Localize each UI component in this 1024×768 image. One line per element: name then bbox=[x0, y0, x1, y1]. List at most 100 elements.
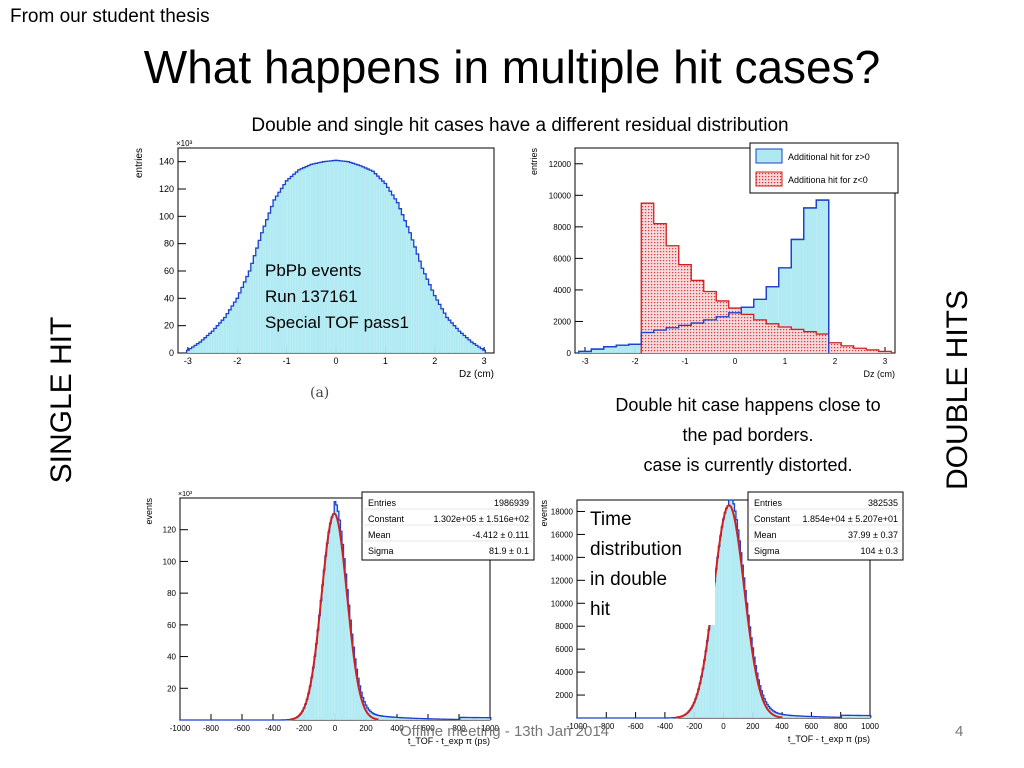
histogram-bar bbox=[816, 200, 829, 353]
histogram-bar bbox=[776, 713, 779, 718]
histogram-bar bbox=[191, 346, 195, 353]
histogram-bar bbox=[467, 717, 470, 720]
histogram-bar bbox=[716, 557, 719, 718]
histogram-bar bbox=[383, 716, 386, 720]
histogram-bar bbox=[194, 345, 197, 353]
histogram-bar bbox=[369, 170, 372, 353]
histogram-bar bbox=[348, 605, 350, 720]
histogram-bar bbox=[480, 348, 483, 353]
histogram-bar bbox=[406, 226, 409, 353]
histogram-bar bbox=[371, 171, 375, 353]
y-tick-label: 4000 bbox=[555, 668, 573, 677]
x-tick-label: 600 bbox=[805, 722, 819, 731]
x-axis-label: Dz (cm) bbox=[459, 369, 494, 380]
histogram-bar bbox=[766, 704, 769, 718]
x-tick-label: -3 bbox=[581, 357, 589, 366]
histogram-bar bbox=[421, 268, 424, 353]
histogram-bar bbox=[482, 350, 486, 353]
histogram-bar bbox=[417, 718, 420, 720]
histogram-bar bbox=[853, 348, 867, 353]
histogram-bar bbox=[705, 650, 707, 718]
histogram-bar bbox=[405, 717, 408, 720]
single-hit-label: SINGLE HIT bbox=[37, 300, 87, 500]
histogram-bar bbox=[364, 167, 367, 353]
x-tick-label: 0 bbox=[333, 356, 338, 366]
x-tick-label: -400 bbox=[265, 724, 282, 733]
y-tick-label: 2000 bbox=[553, 317, 571, 326]
page-number: 4 bbox=[955, 723, 964, 740]
histogram-bar bbox=[380, 715, 383, 720]
histogram-bar bbox=[300, 713, 302, 720]
double-hit-time-chart: -1000 -800 -600 -400 -200 0 200 400 600 800 1000 20… bbox=[539, 491, 904, 744]
y-tick-label: 4000 bbox=[553, 286, 571, 295]
histogram-bar bbox=[800, 716, 802, 718]
histogram-bar bbox=[306, 699, 308, 720]
histogram-bar bbox=[223, 317, 227, 353]
legend-swatch-z-pos bbox=[755, 148, 783, 164]
histogram-bar bbox=[208, 333, 212, 353]
stats-value: 1986939 bbox=[494, 498, 529, 508]
single-hit-time-chart: -1000 -800 -600 -400 -200 0 200 400 600 800 1000 20… bbox=[144, 491, 535, 746]
histogram-bar bbox=[403, 220, 407, 353]
y-axis-label: entries bbox=[134, 148, 145, 178]
histogram-bar bbox=[253, 255, 256, 353]
histogram-bar bbox=[465, 717, 468, 720]
x-tick-label: -3 bbox=[184, 356, 192, 366]
histogram-bar bbox=[712, 593, 714, 718]
histogram-bar bbox=[812, 716, 814, 718]
histogram-bar bbox=[292, 174, 296, 353]
y-tick-label: 0 bbox=[567, 349, 572, 358]
caption-line: case is currently distorted. bbox=[643, 455, 853, 475]
histogram-bar bbox=[359, 685, 361, 720]
histogram-bar bbox=[203, 337, 207, 353]
x-tick-label: 1000 bbox=[481, 724, 499, 733]
histogram-bar bbox=[413, 246, 417, 353]
histogram-bar bbox=[324, 161, 328, 353]
y-tick-label: 0 bbox=[169, 348, 174, 358]
slide-subtitle: Double and single hit cases have a diffe… bbox=[251, 115, 789, 136]
histogram-bar bbox=[841, 345, 854, 353]
histogram-bar bbox=[731, 500, 734, 718]
histogram-bar bbox=[275, 196, 278, 353]
histogram-bar bbox=[702, 668, 704, 718]
histogram-bar bbox=[687, 712, 690, 718]
histogram-bar bbox=[372, 713, 375, 720]
histogram-bar bbox=[236, 298, 239, 353]
histogram-bar bbox=[791, 239, 804, 353]
histogram-bar bbox=[867, 715, 870, 718]
histogram-bar bbox=[443, 313, 446, 353]
histogram-bar bbox=[315, 163, 318, 353]
y-tick-label: 6000 bbox=[553, 254, 571, 263]
histogram-bar bbox=[711, 606, 713, 718]
histogram-bar bbox=[455, 328, 459, 353]
histogram-bar bbox=[352, 647, 355, 720]
histogram-bar bbox=[445, 317, 449, 353]
x-tick-label: 0 bbox=[333, 724, 338, 733]
histogram-bar bbox=[238, 292, 241, 353]
y-tick-label: 12000 bbox=[549, 160, 572, 169]
stats-value: 1.854e+04 ± 5.207e+01 bbox=[802, 514, 898, 524]
histogram-bar bbox=[407, 718, 409, 720]
histogram-bar bbox=[766, 323, 779, 353]
histogram-bar bbox=[426, 279, 429, 353]
histogram-bar bbox=[408, 232, 412, 353]
histogram-bar bbox=[809, 716, 811, 718]
histogram-bar bbox=[684, 714, 687, 718]
histogram-bar bbox=[329, 160, 333, 353]
y-tick-label: 40 bbox=[167, 653, 176, 662]
y-tick-label: 120 bbox=[163, 526, 177, 535]
histogram-bar bbox=[794, 715, 797, 718]
y-axis-label: events bbox=[144, 498, 154, 525]
histogram-bar bbox=[730, 500, 732, 718]
x-axis-label: Dz (cm) bbox=[864, 369, 896, 379]
histogram-bar bbox=[221, 320, 224, 353]
histogram-bar bbox=[416, 254, 419, 353]
stats-value: 382535 bbox=[868, 498, 898, 508]
histogram-bar bbox=[791, 715, 794, 718]
histogram-bar bbox=[750, 637, 753, 718]
histogram-bar bbox=[719, 535, 722, 718]
note-line: in double bbox=[590, 569, 668, 590]
histogram-bar bbox=[297, 169, 301, 353]
histogram-bar bbox=[481, 717, 484, 720]
x-tick-label: -600 bbox=[628, 722, 645, 731]
